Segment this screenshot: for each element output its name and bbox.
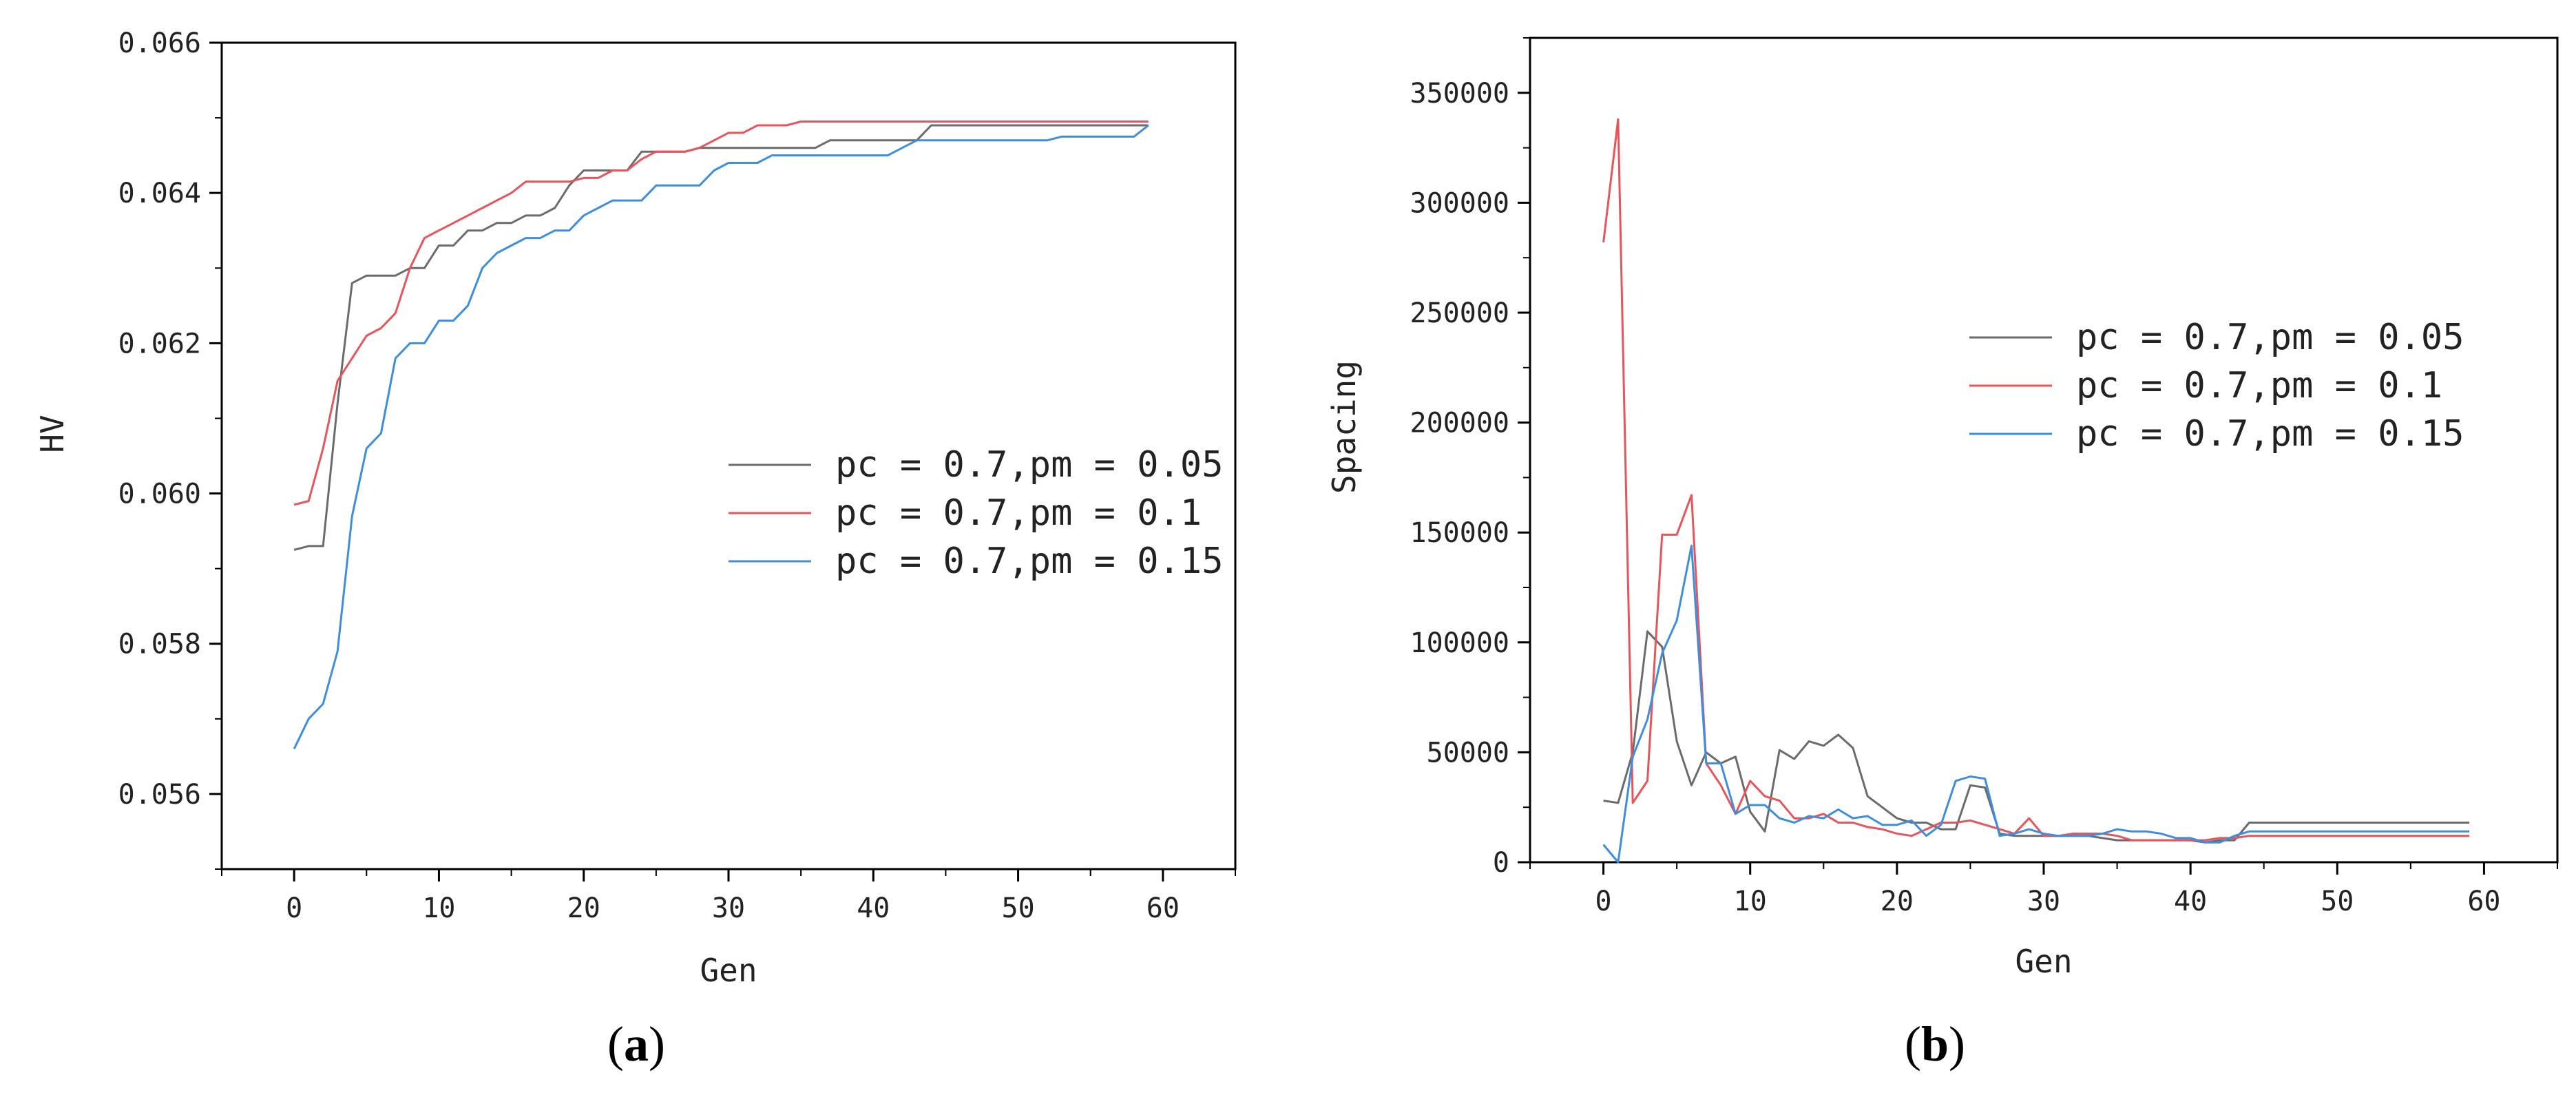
legend-label-a-1: pc = 0.7,pm = 0.1: [835, 492, 1202, 534]
panel-label-b-letter: b: [1921, 1016, 1949, 1072]
series-line-b-0: [1603, 630, 2470, 844]
x-tick-label-b-0: 0: [1595, 886, 1612, 917]
legend-a: pc = 0.7,pm = 0.05 pc = 0.7,pm = 0.1 pc = …: [729, 444, 1224, 582]
x-tick-label-a-5: 50: [1001, 893, 1034, 924]
panel-label-b-open: (: [1905, 1016, 1921, 1072]
x-tick-label-a-0: 0: [286, 893, 302, 924]
axes-b: 0 10 20 30 40 50 60 0 50000 100000 150000 200000 250…: [1410, 37, 2558, 917]
x-tick-label-a-4: 40: [857, 893, 890, 924]
y-tick-label-b-4: 200000: [1410, 408, 1510, 439]
chart-panel-a: 0 10 20 30 40 50 60 0.056 0.058 0.060 0.062 0.064 0.…: [34, 28, 1237, 989]
legend-label-a-2: pc = 0.7,pm = 0.15: [835, 541, 1224, 582]
y-axis-title-b: Spacing: [1326, 360, 1363, 494]
x-tick-label-a-2: 20: [567, 893, 600, 924]
x-tick-label-b-5: 50: [2321, 886, 2354, 917]
x-tick-label-b-2: 20: [1881, 886, 1914, 917]
panel-label-a-letter: a: [624, 1016, 649, 1072]
y-tick-label-a-4: 0.064: [118, 178, 201, 209]
y-tick-label-b-5: 250000: [1410, 298, 1510, 329]
y-tick-label-a-5: 0.066: [118, 28, 201, 59]
x-axis-title-b: Gen: [2015, 943, 2072, 980]
x-tick-label-a-3: 30: [712, 893, 745, 924]
legend-label-b-0: pc = 0.7,pm = 0.05: [2076, 317, 2464, 358]
x-tick-label-a-6: 60: [1146, 893, 1180, 924]
y-tick-label-b-0: 0: [1493, 847, 1509, 879]
x-tick-label-b-4: 40: [2174, 886, 2207, 917]
legend-b: pc = 0.7,pm = 0.05 pc = 0.7,pm = 0.1 pc = …: [1969, 317, 2464, 455]
chart-panel-b: 0 10 20 30 40 50 60 0 50000 100000 150000 200000 250…: [1326, 36, 2559, 980]
y-tick-label-b-7: 350000: [1410, 78, 1510, 110]
series-line-a-0: [293, 124, 1149, 551]
legend-label-a-0: pc = 0.7,pm = 0.05: [835, 444, 1224, 486]
panel-label-b-close: ): [1949, 1016, 1965, 1072]
panel-label-b: (b): [1905, 1016, 1965, 1072]
y-tick-label-a-1: 0.058: [118, 629, 201, 660]
x-axis-title-a: Gen: [700, 952, 757, 989]
legend-label-b-2: pc = 0.7,pm = 0.15: [2076, 413, 2464, 455]
series-line-a-2: [293, 124, 1149, 750]
y-tick-label-a-3: 0.062: [118, 328, 201, 359]
x-tick-label-a-1: 10: [422, 893, 455, 924]
panel-label-a-open: (: [607, 1016, 624, 1072]
y-tick-label-b-2: 100000: [1410, 627, 1510, 659]
y-tick-label-a-0: 0.056: [118, 779, 201, 811]
y-tick-label-b-1: 50000: [1427, 737, 1509, 769]
panel-label-a-close: ): [649, 1016, 665, 1072]
y-axis-title-a: HV: [34, 415, 71, 452]
series-line-b-1: [1602, 118, 2470, 842]
series-lines-a: [293, 121, 1149, 750]
y-tick-label-b-3: 150000: [1410, 517, 1510, 549]
legend-label-b-1: pc = 0.7,pm = 0.1: [2076, 365, 2442, 406]
x-tick-label-b-3: 30: [2027, 886, 2060, 917]
axes-a: 0 10 20 30 40 50 60 0.056 0.058 0.060 0.062 0.064 0.…: [118, 28, 1236, 924]
y-tick-label-b-6: 300000: [1410, 187, 1510, 219]
series-line-a-1: [293, 121, 1149, 506]
series-lines-b: [1602, 118, 2470, 864]
panel-label-a: (a): [607, 1016, 665, 1072]
y-tick-label-a-2: 0.060: [118, 479, 201, 510]
x-tick-label-b-6: 60: [2467, 886, 2500, 917]
x-tick-label-b-1: 10: [1734, 886, 1767, 917]
series-line-b-2: [1602, 544, 2470, 864]
